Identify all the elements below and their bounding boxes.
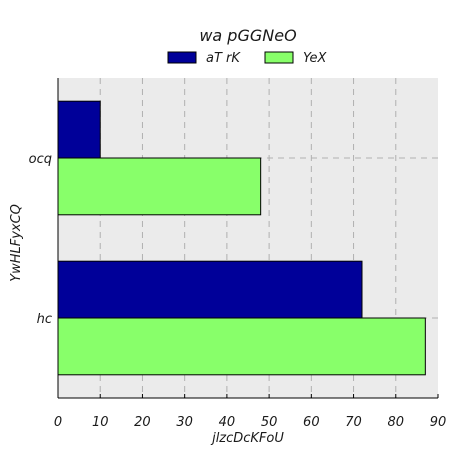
legend: aT rK YeX xyxy=(167,51,328,66)
bar-ocq-0 xyxy=(57,100,101,159)
y-axis-label: YwHLFyxCQ xyxy=(9,204,24,282)
y-tick-label: hc xyxy=(37,312,52,327)
bar-hc-0 xyxy=(57,260,363,319)
y-ticks: hc ocq xyxy=(29,152,62,327)
x-tick-label: 90 xyxy=(430,415,447,430)
legend-swatch-1 xyxy=(264,51,294,64)
x-axis-label: jlzcDcKFoU xyxy=(210,431,284,446)
bar-ocq-1 xyxy=(57,157,262,216)
x-tick-label: 50 xyxy=(261,415,278,430)
bar-hc-1 xyxy=(57,317,426,376)
x-tick-label: 60 xyxy=(303,415,320,430)
x-tick-label: 20 xyxy=(134,415,151,430)
x-tick-label: 80 xyxy=(388,415,405,430)
y-tick-label: ocq xyxy=(29,152,52,167)
legend-label-0: aT rK xyxy=(206,51,241,66)
x-tick-label: 40 xyxy=(219,415,236,430)
bars xyxy=(57,100,426,376)
legend-swatch-0 xyxy=(167,51,197,64)
chart-title: wa pGGNeO xyxy=(199,26,296,45)
x-tick-label: 70 xyxy=(345,415,362,430)
x-tick-label: 10 xyxy=(92,415,109,430)
x-tick-label: 0 xyxy=(54,415,62,430)
legend-label-1: YeX xyxy=(303,51,328,66)
x-tick-label: 30 xyxy=(176,415,193,430)
x-ticks: 0 10 20 30 40 50 60 70 80 90 xyxy=(54,394,446,430)
